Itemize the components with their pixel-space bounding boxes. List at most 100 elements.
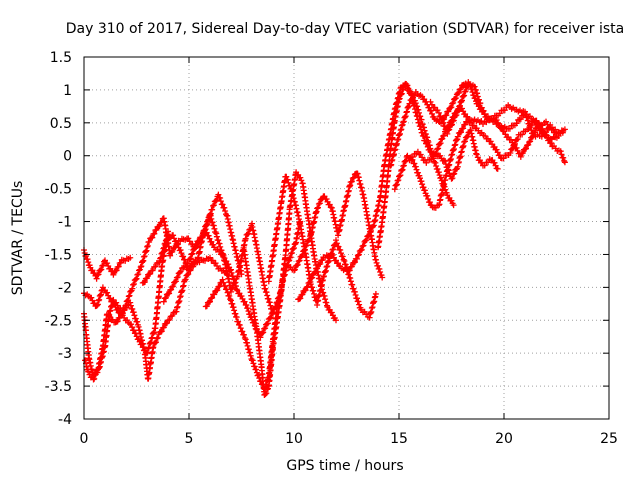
- data-point: [132, 276, 139, 283]
- data-point: [94, 272, 101, 279]
- data-point: [160, 298, 167, 305]
- data-point: [172, 238, 179, 245]
- data-point: [440, 157, 447, 164]
- data-point: [424, 134, 431, 141]
- data-point: [461, 92, 468, 99]
- data-point: [409, 154, 416, 160]
- data-point: [347, 275, 354, 282]
- data-point: [403, 81, 410, 87]
- data-point: [478, 104, 485, 111]
- data-point: [450, 202, 457, 209]
- data-point: [284, 176, 291, 183]
- x-tick-label: 0: [80, 431, 89, 447]
- data-point: [153, 335, 160, 342]
- data-point: [425, 196, 432, 202]
- data-point: [140, 253, 147, 260]
- data-point: [396, 173, 402, 180]
- data-point: [189, 250, 196, 257]
- data-point: [245, 230, 252, 237]
- data-point: [159, 250, 166, 257]
- y-tick-label: 1: [63, 83, 72, 99]
- data-point: [458, 85, 464, 92]
- data-point: [333, 240, 340, 247]
- data-point: [297, 174, 304, 181]
- data-point: [436, 140, 443, 147]
- data-point: [139, 258, 146, 265]
- data-point: [138, 263, 145, 270]
- data-point: [522, 111, 529, 118]
- data-point: [259, 330, 266, 337]
- data-point: [538, 133, 545, 140]
- data-point: [114, 318, 121, 325]
- data-point: [463, 133, 470, 140]
- data-point: [94, 302, 101, 309]
- data-point: [291, 245, 297, 251]
- data-point: [115, 263, 122, 270]
- data-point: [285, 258, 292, 265]
- data-point: [151, 230, 158, 237]
- data-point: [152, 263, 159, 270]
- data-point: [156, 223, 163, 229]
- data-point: [351, 259, 358, 266]
- data-point: [507, 150, 514, 156]
- data-point: [352, 292, 359, 298]
- data-point: [373, 259, 380, 266]
- data-point: [191, 246, 197, 253]
- data-point: [224, 289, 231, 296]
- data-point: [418, 178, 425, 185]
- data-point: [177, 247, 184, 253]
- data-point: [298, 177, 305, 184]
- data-point: [120, 307, 127, 314]
- data-point: [283, 173, 290, 180]
- data-point: [245, 308, 252, 315]
- data-point: [393, 181, 400, 188]
- data-point: [500, 155, 507, 162]
- data-point: [449, 100, 456, 107]
- data-point: [358, 246, 365, 253]
- data-point: [437, 140, 444, 147]
- data-point: [262, 285, 269, 292]
- data-point: [130, 309, 137, 316]
- data-point: [379, 274, 386, 281]
- data-point: [450, 117, 457, 124]
- data-point: [93, 275, 100, 282]
- data-point: [141, 279, 148, 285]
- data-point: [131, 281, 137, 287]
- data-point: [424, 143, 431, 150]
- data-point: [250, 360, 257, 367]
- data-point: [435, 145, 442, 152]
- data-point: [439, 116, 446, 123]
- data-point: [296, 257, 303, 264]
- data-point: [85, 259, 92, 266]
- data-point: [441, 132, 447, 139]
- data-point: [203, 222, 210, 229]
- data-point: [180, 253, 187, 260]
- data-point: [126, 292, 133, 299]
- data-point: [428, 156, 435, 163]
- data-point: [413, 166, 420, 173]
- data-point: [375, 262, 381, 269]
- series-track-12: [375, 80, 501, 251]
- data-point: [354, 255, 360, 262]
- data-point: [513, 120, 520, 127]
- data-point: [302, 243, 309, 249]
- data-point: [531, 129, 538, 136]
- data-point: [454, 133, 461, 140]
- data-point: [169, 283, 176, 290]
- data-point: [317, 260, 324, 267]
- data-point: [315, 204, 321, 211]
- data-point: [260, 329, 267, 336]
- data-point: [528, 122, 535, 129]
- data-point: [238, 271, 245, 278]
- data-point: [229, 284, 236, 291]
- data-point: [474, 90, 481, 97]
- data-point: [351, 288, 358, 295]
- data-point: [90, 376, 97, 383]
- data-point: [166, 316, 173, 323]
- data-point: [314, 265, 321, 272]
- data-point: [462, 138, 468, 145]
- data-point: [449, 121, 455, 128]
- data-point: [201, 227, 208, 234]
- data-point: [398, 90, 405, 97]
- y-axis-label: SDTVAR / TECUs: [10, 181, 26, 296]
